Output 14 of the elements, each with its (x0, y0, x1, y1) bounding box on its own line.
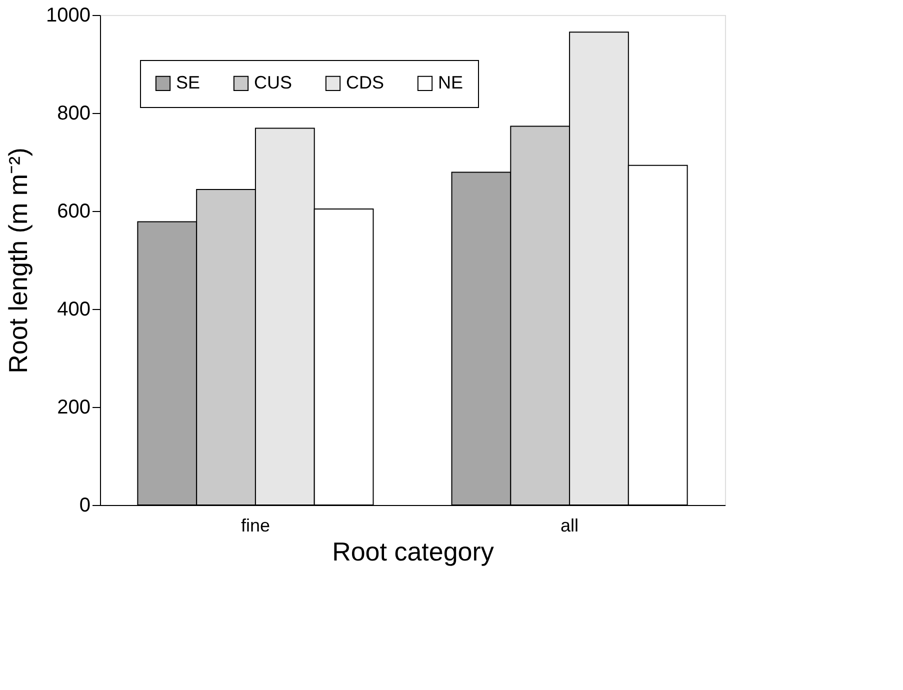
x-tick-label: fine (240, 516, 270, 536)
legend-label: SE (176, 72, 200, 92)
y-tick-label: 200 (57, 396, 90, 418)
legend-label: CUS (254, 72, 292, 92)
legend-label: NE (438, 72, 464, 92)
y-tick-label: 600 (57, 200, 90, 222)
y-tick-label: 1000 (46, 4, 90, 26)
x-axis-title: Root category (332, 536, 494, 566)
x-tick-label: all (560, 516, 579, 536)
y-tick-label: 0 (79, 494, 90, 516)
y-tick-label: 400 (57, 298, 90, 320)
y-tick-label: 800 (57, 102, 90, 124)
legend-label: CDS (346, 72, 384, 92)
y-axis-title: Root length (m m⁻²) (3, 148, 34, 374)
